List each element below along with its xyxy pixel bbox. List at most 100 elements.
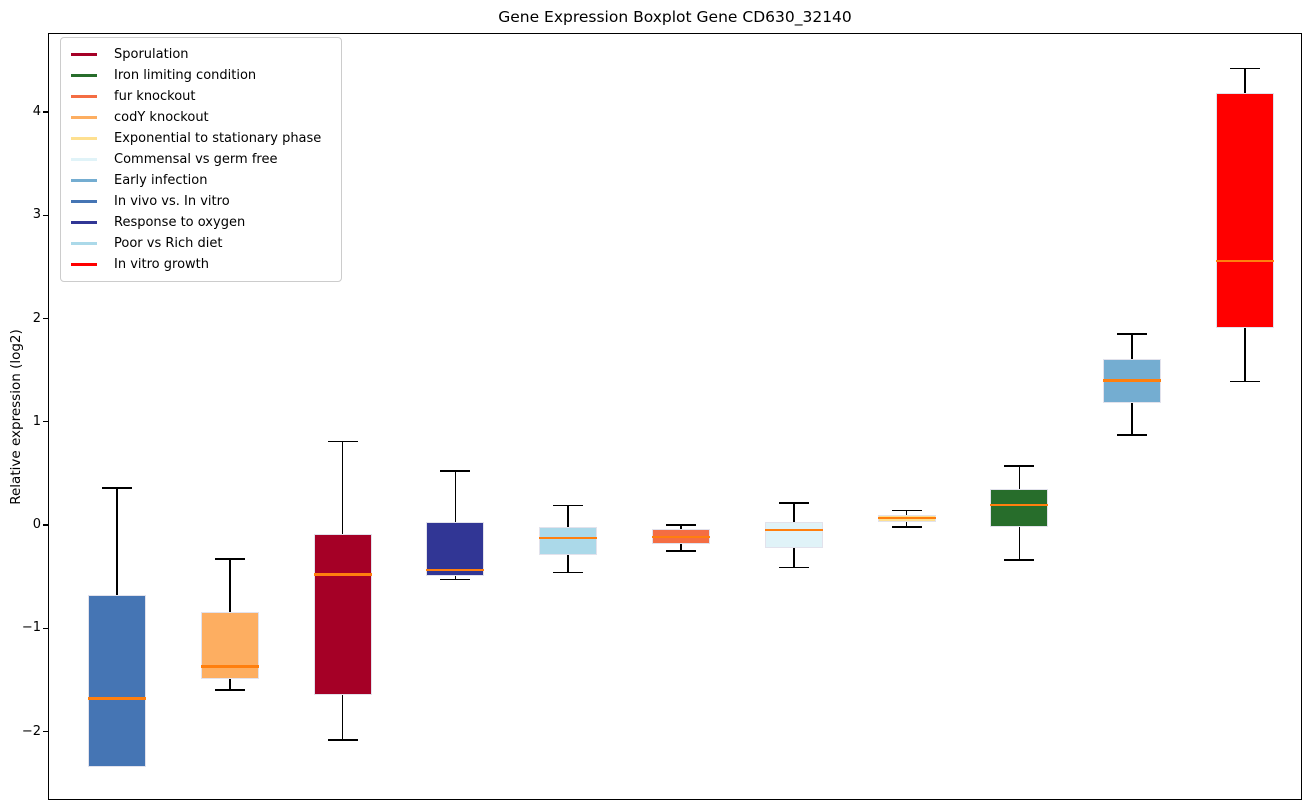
boxplot-box bbox=[88, 595, 146, 767]
upper-whisker-cap bbox=[440, 470, 471, 473]
boxplot-box bbox=[539, 527, 598, 555]
y-tick-mark bbox=[43, 524, 48, 526]
median-line bbox=[1216, 259, 1274, 262]
legend-color-swatch bbox=[71, 74, 97, 77]
upper-whisker-cap bbox=[1004, 465, 1035, 467]
legend-color-swatch bbox=[71, 242, 97, 245]
y-tick-label: 4 bbox=[32, 104, 41, 119]
y-tick-mark bbox=[43, 317, 48, 320]
median-line bbox=[426, 569, 485, 572]
median-line bbox=[200, 665, 259, 668]
boxplot-box bbox=[313, 534, 372, 696]
legend-item: In vitro growth bbox=[71, 254, 331, 275]
median-line bbox=[990, 504, 1049, 507]
upper-whisker-cap bbox=[778, 502, 809, 505]
lower-whisker-cap bbox=[553, 571, 584, 574]
median-line bbox=[88, 697, 146, 700]
legend-item: Iron limiting condition bbox=[71, 65, 331, 86]
legend-item-label: Exponential to stationary phase bbox=[114, 131, 322, 146]
legend-item-label: codY knockout bbox=[114, 110, 209, 125]
legend-item-label: Poor vs Rich diet bbox=[114, 236, 223, 251]
boxplot-box bbox=[426, 521, 485, 576]
lower-whisker bbox=[905, 521, 908, 528]
upper-whisker bbox=[567, 505, 569, 528]
legend-item: fur knockout bbox=[71, 86, 331, 107]
lower-whisker bbox=[680, 543, 682, 551]
boxplot-box bbox=[764, 521, 823, 548]
legend-item-label: In vivo vs. In vitro bbox=[114, 194, 230, 209]
upper-whisker-cap bbox=[327, 440, 358, 443]
lower-whisker bbox=[793, 547, 795, 568]
legend-item-label: Sporulation bbox=[114, 47, 189, 62]
upper-whisker bbox=[229, 559, 231, 612]
lower-whisker-cap bbox=[1117, 434, 1148, 436]
lower-whisker-cap bbox=[327, 738, 358, 741]
legend-color-swatch bbox=[71, 263, 97, 266]
lower-whisker-cap bbox=[666, 549, 696, 552]
legend-item: In vivo vs. In vitro bbox=[71, 191, 331, 212]
y-tick-label: 3 bbox=[32, 207, 41, 223]
upper-whisker bbox=[1244, 68, 1246, 94]
upper-whisker bbox=[116, 487, 118, 596]
lower-whisker bbox=[229, 678, 231, 691]
boxplot-box bbox=[200, 611, 259, 679]
upper-whisker-cap bbox=[891, 509, 922, 512]
y-tick-label: 2 bbox=[32, 310, 41, 326]
upper-whisker bbox=[454, 471, 457, 522]
upper-whisker-cap bbox=[1117, 333, 1148, 335]
legend-item-label: Early infection bbox=[114, 173, 208, 188]
chart-title: Gene Expression Boxplot Gene CD630_32140 bbox=[498, 8, 852, 26]
legend-color-swatch bbox=[71, 200, 97, 203]
upper-whisker-cap bbox=[1230, 67, 1260, 70]
y-tick-mark bbox=[43, 214, 48, 216]
median-line bbox=[1103, 379, 1162, 382]
median-line bbox=[539, 537, 598, 540]
lower-whisker-cap bbox=[778, 566, 809, 569]
lower-whisker-cap bbox=[440, 578, 471, 581]
lower-whisker bbox=[454, 575, 457, 580]
y-tick-mark bbox=[43, 111, 48, 113]
upper-whisker bbox=[1018, 466, 1021, 489]
legend-color-swatch bbox=[71, 158, 97, 161]
median-line bbox=[764, 529, 823, 532]
upper-whisker bbox=[341, 441, 344, 535]
y-tick-label: 1 bbox=[32, 413, 41, 429]
legend: Sporulation Iron limiting condition fur kn… bbox=[60, 37, 342, 282]
lower-whisker bbox=[1131, 403, 1133, 436]
upper-whisker bbox=[793, 503, 795, 522]
legend-color-swatch bbox=[71, 95, 97, 98]
legend-item: Early infection bbox=[71, 170, 331, 191]
lower-whisker bbox=[341, 695, 344, 740]
upper-whisker-cap bbox=[666, 524, 696, 526]
y-tick-label: −2 bbox=[21, 723, 41, 739]
median-line bbox=[652, 536, 710, 539]
legend-item: codY knockout bbox=[71, 107, 331, 128]
legend-item-label: Iron limiting condition bbox=[114, 68, 257, 83]
legend-item-label: fur knockout bbox=[114, 89, 196, 104]
legend-color-swatch bbox=[71, 221, 97, 224]
legend-item: Poor vs Rich diet bbox=[71, 233, 331, 254]
upper-whisker-cap bbox=[553, 504, 584, 507]
y-tick-label: −1 bbox=[21, 620, 41, 636]
legend-item: Response to oxygen bbox=[71, 212, 331, 233]
legend-item-label: Response to oxygen bbox=[114, 215, 246, 230]
lower-whisker-cap bbox=[891, 526, 922, 528]
upper-whisker bbox=[1131, 333, 1133, 359]
legend-item-label: In vitro growth bbox=[114, 257, 209, 272]
boxplot-box bbox=[990, 488, 1049, 528]
lower-whisker bbox=[1018, 527, 1021, 561]
lower-whisker bbox=[567, 554, 569, 573]
legend-color-swatch bbox=[71, 179, 97, 182]
legend-item: Exponential to stationary phase bbox=[71, 128, 331, 149]
upper-whisker bbox=[905, 510, 908, 515]
median-line bbox=[877, 516, 936, 519]
y-tick-label: 0 bbox=[32, 517, 41, 532]
upper-whisker-cap bbox=[214, 558, 245, 560]
upper-whisker bbox=[680, 524, 682, 530]
legend-color-swatch bbox=[71, 116, 97, 119]
median-line bbox=[313, 573, 372, 576]
y-tick-mark bbox=[43, 421, 48, 423]
lower-whisker-cap bbox=[214, 689, 245, 691]
y-tick-mark bbox=[43, 730, 48, 733]
